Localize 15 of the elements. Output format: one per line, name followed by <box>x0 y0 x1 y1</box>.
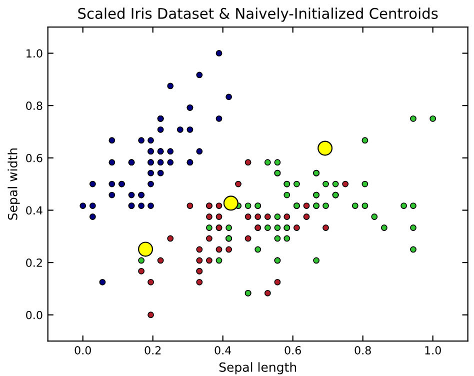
x-tick-label: 0.6 <box>284 346 301 354</box>
y-tick-label: 0.4 <box>26 206 42 215</box>
y-axis-title: Sepal width <box>8 148 20 220</box>
y-tick-label: 0.2 <box>26 258 42 267</box>
x-tick-label: 0.2 <box>144 346 161 354</box>
y-tick-label: 0.6 <box>26 154 42 162</box>
y-tick-label: 0.0 <box>26 310 42 320</box>
x-tick-label: 0.4 <box>214 346 232 354</box>
y-tick-label: 1.0 <box>26 49 42 58</box>
x-tick-label: 0.8 <box>354 346 371 354</box>
chart-title: Scaled Iris Dataset & Naively-Initialized Centroids <box>78 8 438 22</box>
y-tick-label: 0.8 <box>26 102 42 110</box>
x-axis-title: Sepal length <box>219 362 296 374</box>
x-tick-label: 1.0 <box>425 346 441 354</box>
x-tick-label: 0.0 <box>74 346 91 354</box>
